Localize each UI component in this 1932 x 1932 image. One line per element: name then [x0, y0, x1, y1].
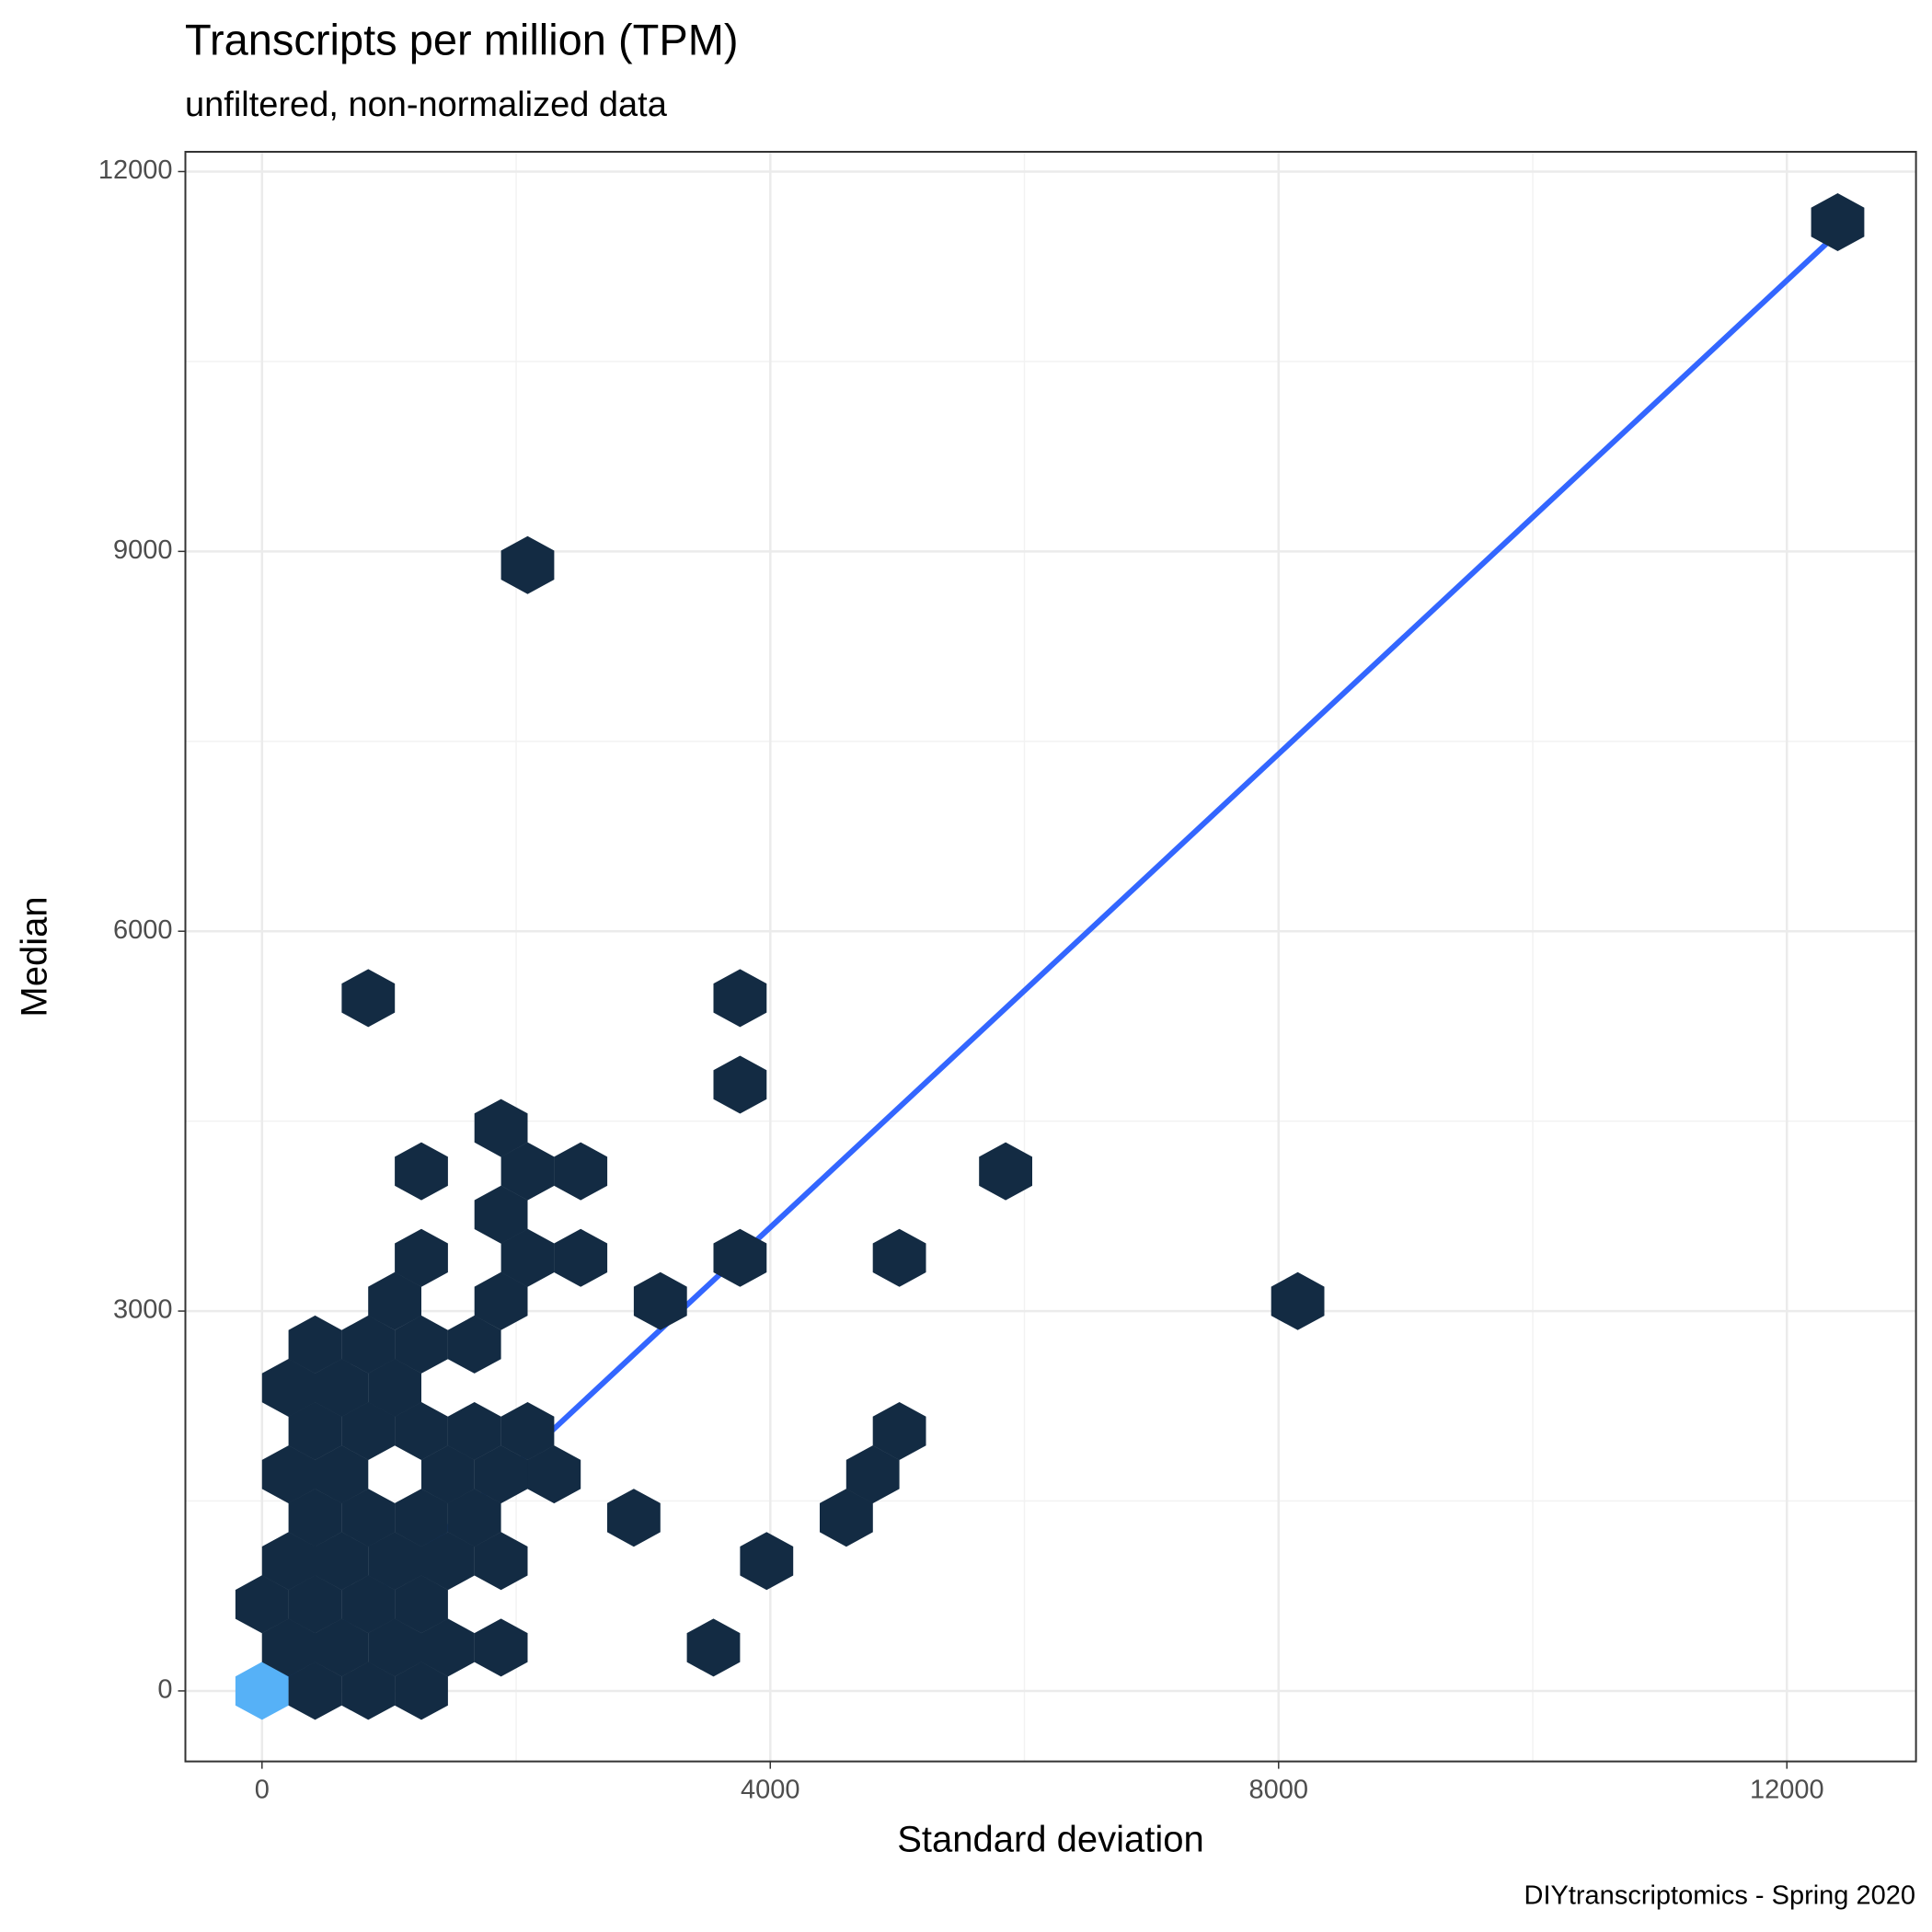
- hexbin: [740, 1532, 794, 1591]
- hexbin: [368, 1618, 421, 1677]
- panel-border: [184, 151, 1917, 1763]
- hexbin: [447, 1402, 501, 1460]
- hexbin: [235, 1575, 289, 1634]
- hexbin: [474, 1185, 528, 1244]
- hexbin: [500, 1402, 555, 1460]
- y-tick-label: 12000: [98, 155, 173, 185]
- hexbin: [500, 535, 555, 594]
- hexbin: [554, 1142, 608, 1201]
- hexbin: [713, 1055, 767, 1114]
- x-tick-label: 4000: [741, 1775, 800, 1804]
- y-tick-label: 0: [157, 1675, 172, 1705]
- y-tick-label: 9000: [113, 535, 173, 565]
- hexbin: [261, 1618, 316, 1677]
- hexbin: [395, 1402, 448, 1460]
- hexbin: [1271, 1271, 1325, 1330]
- hexbin: [341, 1662, 396, 1720]
- hexbin: [395, 1662, 448, 1720]
- hexbin: [527, 1445, 581, 1504]
- hexbin: [395, 1228, 448, 1287]
- y-tick-label: 6000: [113, 915, 173, 945]
- hexbin: [447, 1315, 501, 1374]
- hexbin: [395, 1489, 448, 1547]
- hexbin: [447, 1489, 501, 1547]
- caption: DIYtranscriptomics - Spring 2020: [1524, 1881, 1916, 1911]
- hexbin: [872, 1402, 926, 1460]
- hexbin: [979, 1142, 1032, 1201]
- hexbin: [820, 1489, 873, 1547]
- hexbin: [607, 1489, 661, 1547]
- hexbin: [421, 1532, 475, 1591]
- hexbin: [474, 1271, 528, 1330]
- x-tick-label: 0: [255, 1775, 270, 1804]
- hexbin: [288, 1662, 342, 1720]
- hexbin: [341, 1575, 396, 1634]
- hexbin: [713, 969, 767, 1028]
- hexbin: [368, 1359, 421, 1417]
- hexbin: [261, 1445, 316, 1504]
- hexbin: [872, 1228, 926, 1287]
- hexbin: [1811, 193, 1865, 251]
- hexbin: [474, 1098, 528, 1157]
- chart-title: Transcripts per million (TPM): [185, 15, 739, 63]
- hexbin: [368, 1271, 421, 1330]
- x-tick-label: 12000: [1750, 1775, 1824, 1804]
- hexbin: [633, 1271, 687, 1330]
- hexbin: [341, 1489, 396, 1547]
- hexbin: [235, 1662, 289, 1720]
- hexbin: [288, 1489, 342, 1547]
- hexbin: [500, 1142, 555, 1201]
- y-axis-title: Median: [15, 896, 55, 1017]
- hexbin: [341, 1315, 396, 1374]
- hexbin: [395, 1142, 448, 1201]
- chart-subtitle: unfiltered, non-normalized data: [185, 86, 668, 124]
- x-tick-label: 8000: [1249, 1775, 1309, 1804]
- hexbin: [395, 1575, 448, 1634]
- hexbin: [315, 1532, 369, 1591]
- hexbin: [421, 1445, 475, 1504]
- hexbin: [341, 1402, 396, 1460]
- hexbin: [686, 1618, 741, 1677]
- hexbin: [713, 1228, 767, 1287]
- x-axis-title: Standard deviation: [897, 1820, 1204, 1860]
- hexbin: [315, 1359, 369, 1417]
- hexbin: [368, 1532, 421, 1591]
- hexbin: [474, 1618, 528, 1677]
- hexbin: [500, 1228, 555, 1287]
- hexbin: [288, 1315, 342, 1374]
- hexbin: [845, 1445, 900, 1504]
- hexbin: [261, 1359, 316, 1417]
- hexbin: [288, 1575, 342, 1634]
- y-tick-label: 3000: [113, 1295, 173, 1325]
- hexbin: [395, 1315, 448, 1374]
- hexbin: [288, 1402, 342, 1460]
- hexbin: [421, 1618, 475, 1677]
- hexbin: [315, 1445, 369, 1504]
- hexbin: [261, 1532, 316, 1591]
- hexbin: [315, 1618, 369, 1677]
- hexbin: [554, 1228, 608, 1287]
- hexbin: [474, 1445, 528, 1504]
- hexbin: [474, 1532, 528, 1591]
- hexbin: [341, 969, 396, 1028]
